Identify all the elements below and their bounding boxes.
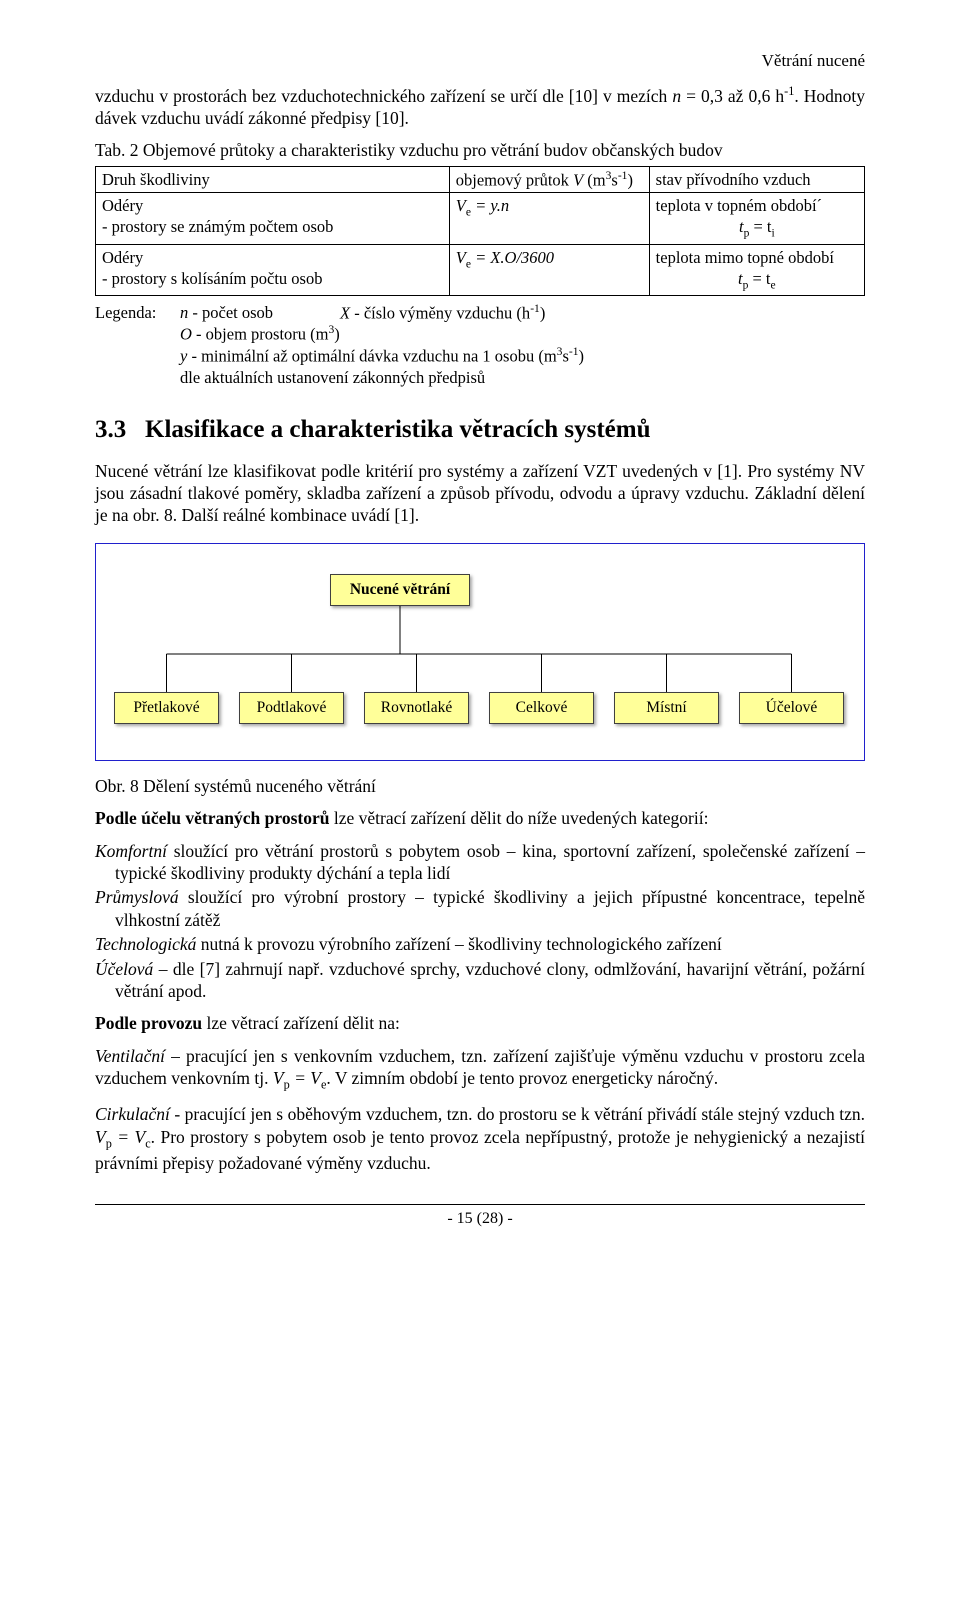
data-table: Druh škodliviny objemový průtok V (m3s-1… xyxy=(95,166,865,296)
category-list: Komfortní sloužící pro větrání prostorů … xyxy=(95,840,865,1003)
text: Cirkulační xyxy=(95,1104,170,1124)
text: - číslo výměny vzduchu (h xyxy=(350,303,530,322)
text: vzduchu v prostorách bez vzduchotechnick… xyxy=(95,86,672,106)
table-header-cell: stav přívodního vzduch xyxy=(649,166,864,193)
text: teplota v topném období´ xyxy=(656,196,822,215)
diagram-leaf-node: Místní xyxy=(614,692,719,724)
figure-caption: Obr. 8 Dělení systémů nuceného větrání xyxy=(95,775,865,797)
text: sloužící pro výrobní prostory – typické … xyxy=(115,887,865,929)
intro-paragraph: vzduchu v prostorách bez vzduchotechnick… xyxy=(95,84,865,130)
table-cell: Ve = X.O/3600 xyxy=(449,244,649,295)
text: Komfortní xyxy=(95,841,167,861)
table-cell: Odéry - prostory s kolísáním počtu osob xyxy=(96,244,450,295)
bold-text: Podle provozu xyxy=(95,1013,202,1033)
text: X xyxy=(340,303,350,322)
text: - pracující jen s oběhovým vzduchem, tzn… xyxy=(170,1104,865,1124)
list-item: Průmyslová sloužící pro výrobní prostory… xyxy=(95,886,865,931)
text: teplota mimo topné období xyxy=(656,248,834,267)
list-item: Komfortní sloužící pro větrání prostorů … xyxy=(95,840,865,885)
text: V xyxy=(95,1127,106,1147)
text: Technologická xyxy=(95,934,196,954)
table-row: Odéry - prostory s kolísáním počtu osob … xyxy=(96,244,865,295)
text: Průmyslová xyxy=(95,887,179,907)
text: Ventilační xyxy=(95,1046,165,1066)
text: V xyxy=(273,1068,284,1088)
diagram-container: Nucené větrání Přetlakové Podtlakové Rovnot… xyxy=(95,543,865,761)
text: - počet osob xyxy=(188,303,273,322)
text: (m xyxy=(583,170,605,189)
text: Odéry xyxy=(102,196,143,215)
list-item: Účelová – dle [7] zahrnují např. vzducho… xyxy=(95,958,865,1003)
paragraph: Cirkulační - pracující jen s oběhovým vz… xyxy=(95,1103,865,1174)
table-row: Odéry - prostory se známým počtem osob Ve… xyxy=(96,193,865,244)
section-number: 3.3 xyxy=(95,416,126,443)
table-row: Druh škodliviny objemový průtok V (m3s-1… xyxy=(96,166,865,193)
text: = V xyxy=(112,1127,145,1147)
text: sloužící pro větrání prostorů s pobytem … xyxy=(115,841,865,883)
text: = y.n xyxy=(471,196,509,215)
diagram: Nucené větrání Přetlakové Podtlakové Rovnot… xyxy=(114,574,846,734)
text: - prostory se známým počtem osob xyxy=(102,217,333,236)
paragraph: Podle účelu větraných prostorů lze větra… xyxy=(95,807,865,829)
diagram-leaf-node: Celkové xyxy=(489,692,594,724)
diagram-leaf-node: Podtlakové xyxy=(239,692,344,724)
text: ) xyxy=(627,170,633,189)
list-item: Technologická nutná k provozu výrobního … xyxy=(95,933,865,955)
text: objemový průtok xyxy=(456,170,573,189)
text: = t xyxy=(748,269,770,288)
table-cell: Ve = y.n xyxy=(449,193,649,244)
text: . Pro prostory s pobytem osob je tento p… xyxy=(95,1127,865,1173)
text: V xyxy=(456,248,466,267)
page-header-right: Větrání nucené xyxy=(95,50,865,72)
section-paragraph: Nucené větrání lze klasifikovat podle kr… xyxy=(95,460,865,527)
text: – dle [7] zahrnují např. vzduchové sprch… xyxy=(115,959,865,1001)
paragraph: Ventilační – pracující jen s venkovním v… xyxy=(95,1045,865,1094)
paragraph: Podle provozu lze větrací zařízení dělit… xyxy=(95,1012,865,1034)
bold-text: Podle účelu větraných prostorů xyxy=(95,808,329,828)
text: = 0,3 až 0,6 h xyxy=(681,86,784,106)
text: = t xyxy=(749,217,771,236)
table-caption: Tab. 2 Objemové průtoky a charakteristik… xyxy=(95,139,865,161)
legend-label: Legenda: xyxy=(95,302,180,324)
diagram-leaf-node: Přetlakové xyxy=(114,692,219,724)
page-footer: - 15 (28) - xyxy=(95,1204,865,1229)
text: . V zimním období je tento provoz energe… xyxy=(326,1068,718,1088)
table-legend: Legenda: n - počet osob X - číslo výměny… xyxy=(95,302,865,388)
text: n xyxy=(180,303,188,322)
section-heading: 3.3 Klasifikace a charakteristika větrac… xyxy=(95,414,865,446)
text: lze větrací zařízení dělit do níže uvede… xyxy=(329,808,708,828)
text: ) xyxy=(579,346,585,365)
text: ) xyxy=(334,325,340,344)
table-header-cell: objemový průtok V (m3s-1) xyxy=(449,166,649,193)
text: Účelová xyxy=(95,959,153,979)
diagram-leaf-node: Rovnotlaké xyxy=(364,692,469,724)
text: ) xyxy=(540,303,546,322)
table-cell: Odéry - prostory se známým počtem osob xyxy=(96,193,450,244)
table-cell: teplota v topném období´tp = ti xyxy=(649,193,864,244)
table-header-cell: Druh škodliviny xyxy=(96,166,450,193)
diagram-root-node: Nucené větrání xyxy=(330,574,470,606)
text: = X.O/3600 xyxy=(471,248,554,267)
text: O xyxy=(180,325,192,344)
text: = V xyxy=(290,1068,321,1088)
text: nutná k provozu výrobního zařízení – ško… xyxy=(196,934,721,954)
text: - prostory s kolísáním počtu osob xyxy=(102,269,322,288)
text: - minimální až optimální dávka vzduchu n… xyxy=(187,346,556,365)
text: V xyxy=(456,196,466,215)
table-cell: teplota mimo topné obdobítp = te xyxy=(649,244,864,295)
text: lze větrací zařízení dělit na: xyxy=(202,1013,400,1033)
section-title: Klasifikace a charakteristika větracích … xyxy=(145,416,650,443)
text: Odéry xyxy=(102,248,143,267)
diagram-leaf-node: Účelové xyxy=(739,692,844,724)
text: - objem prostoru (m xyxy=(192,325,329,344)
text: dle aktuálních ustanovení zákonných před… xyxy=(180,367,865,388)
